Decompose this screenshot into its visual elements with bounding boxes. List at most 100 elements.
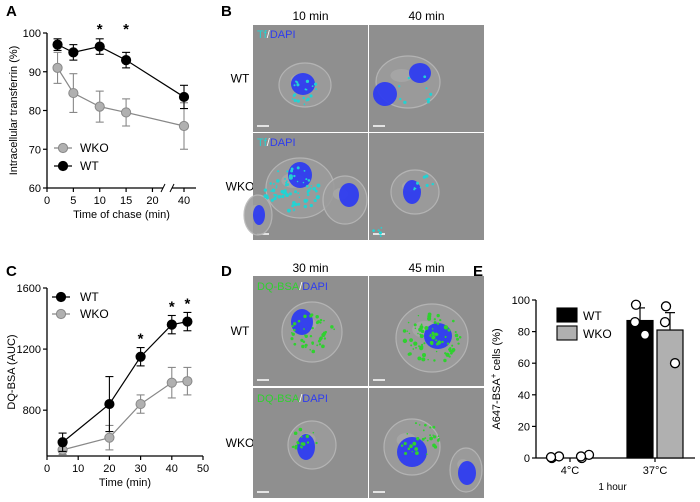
tf-puncta	[309, 187, 312, 190]
tf-puncta	[281, 194, 285, 199]
dq-bsa-puncta	[305, 434, 310, 439]
data-point	[52, 62, 63, 73]
legend-label: WT	[80, 290, 99, 304]
dq-bsa-puncta	[417, 332, 419, 335]
dq-bsa-puncta	[300, 338, 304, 342]
dq-bsa-puncta	[293, 323, 296, 326]
legend-label: WKO	[80, 141, 109, 155]
dq-bsa-puncta	[318, 343, 322, 346]
row-label: WKO	[226, 436, 255, 450]
dq-bsa-puncta	[412, 441, 417, 446]
individual-data-point	[630, 299, 642, 310]
legend-swatch	[556, 325, 578, 341]
tf-puncta	[293, 98, 297, 103]
dq-bsa-puncta	[415, 346, 417, 349]
tf-puncta	[306, 193, 310, 196]
dq-bsa-puncta	[433, 321, 437, 324]
tf-puncta	[378, 231, 382, 235]
y-tick-label: 80	[29, 106, 41, 118]
y-tick-label: 60	[29, 183, 41, 195]
legend-swatch	[556, 307, 578, 323]
legend-marker	[55, 308, 67, 320]
tf-puncta	[416, 181, 420, 185]
y-tick-label: 100	[23, 28, 41, 40]
dq-bsa-puncta	[424, 437, 427, 440]
dq-bsa-puncta	[436, 322, 440, 325]
tf-puncta	[403, 100, 407, 105]
dq-bsa-puncta	[310, 313, 314, 317]
x-tick-label: 4°C	[561, 465, 580, 477]
dq-bsa-puncta	[424, 423, 427, 427]
dq-bsa-puncta	[409, 444, 413, 449]
dq-bsa-puncta	[420, 323, 423, 326]
y-tick-label: 0	[524, 453, 530, 465]
dq-bsa-puncta	[451, 348, 456, 352]
dq-bsa-puncta	[417, 314, 420, 317]
dq-bsa-puncta	[292, 445, 295, 448]
significance-marker: *	[97, 21, 103, 38]
individual-data-point	[639, 329, 651, 340]
series-line	[62, 380, 188, 451]
tf-puncta	[275, 185, 278, 187]
tf-puncta	[372, 229, 375, 233]
column-label: 45 min	[408, 261, 444, 275]
tile-stain-label: DQ-BSA/DAPI	[257, 281, 328, 293]
legend-label: WT	[80, 159, 99, 173]
chart-a: 60 70 80 90 100 0 5 10 15 20 40 Time of chase (min)…	[8, 21, 196, 221]
y-tick-label: 70	[29, 144, 41, 156]
tf-puncta	[293, 174, 296, 178]
dq-bsa-puncta	[418, 424, 421, 426]
data-point	[182, 376, 193, 387]
nucleus-dapi	[403, 180, 421, 204]
dq-bsa-puncta	[435, 350, 438, 353]
nucleus-dapi	[373, 82, 397, 106]
legend-marker	[57, 142, 69, 154]
significance-marker: *	[169, 298, 175, 315]
significance-marker: *	[138, 331, 144, 348]
dq-bsa-puncta	[413, 341, 418, 346]
x-tick-label: 0	[44, 463, 50, 475]
dq-bsa-puncta	[330, 325, 334, 329]
tf-puncta	[288, 192, 292, 196]
dq-bsa-puncta	[315, 314, 319, 319]
data-point	[52, 39, 63, 50]
dq-bsa-puncta	[421, 343, 424, 346]
row-label: WKO	[226, 180, 255, 194]
dq-bsa-puncta	[446, 342, 450, 345]
tf-puncta	[293, 209, 295, 212]
individual-data-point	[629, 316, 641, 328]
x-tick-label: 37°C	[643, 465, 668, 477]
dq-bsa-puncta	[431, 335, 436, 340]
dq-bsa-puncta	[415, 451, 419, 455]
tf-puncta	[282, 190, 287, 195]
dq-bsa-puncta	[407, 447, 411, 451]
tf-puncta	[270, 198, 274, 202]
dq-bsa-puncta	[433, 445, 438, 449]
y-tick-label: 100	[512, 295, 530, 307]
legend-marker	[57, 160, 69, 172]
axis-break-mark	[160, 183, 166, 193]
tf-puncta	[303, 103, 306, 106]
tf-puncta	[311, 85, 314, 88]
tf-puncta	[314, 88, 318, 91]
dq-bsa-puncta	[298, 427, 303, 432]
bar	[626, 319, 654, 459]
tf-puncta	[263, 188, 267, 192]
y-tick-label: 80	[518, 327, 530, 339]
x-axis-title: Time (min)	[99, 477, 151, 489]
dq-bsa-puncta	[458, 335, 462, 339]
dq-bsa-puncta	[333, 328, 336, 331]
x-tick-label: 0	[44, 195, 50, 207]
tf-puncta	[313, 187, 316, 190]
dq-bsa-puncta	[402, 329, 407, 333]
dq-bsa-puncta	[419, 334, 424, 339]
tf-puncta	[302, 181, 305, 184]
legend-label: WT	[583, 309, 602, 323]
tf-puncta	[303, 204, 307, 209]
tf-puncta	[425, 98, 428, 101]
legend-label: WKO	[80, 307, 109, 321]
dq-bsa-puncta	[429, 436, 433, 441]
tf-puncta	[298, 196, 301, 199]
dq-bsa-puncta	[413, 323, 417, 327]
dq-bsa-puncta	[311, 326, 314, 330]
